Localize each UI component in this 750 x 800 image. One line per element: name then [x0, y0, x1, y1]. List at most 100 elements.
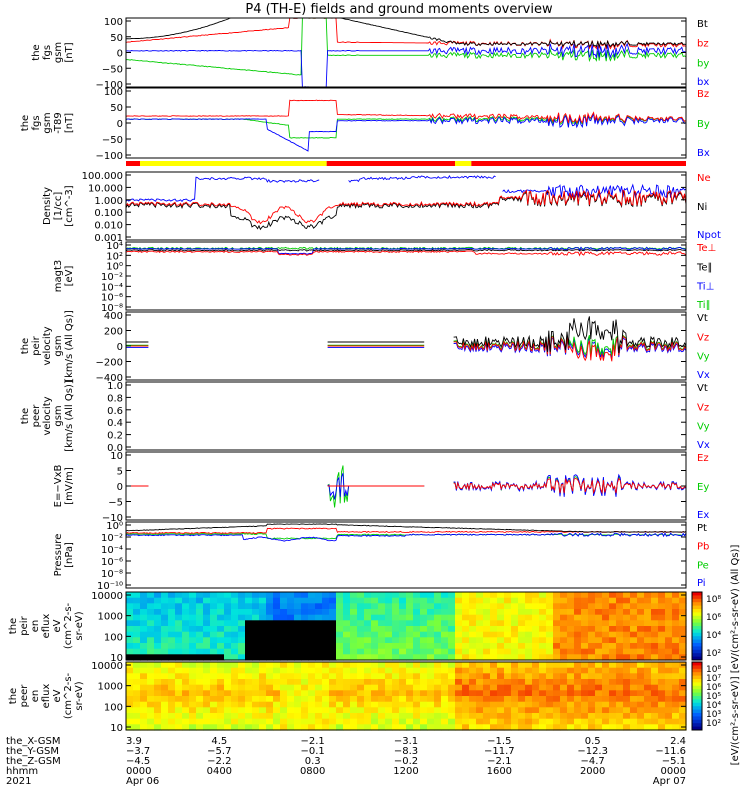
heatmap-cell	[539, 603, 547, 610]
heatmap-cell	[623, 654, 631, 661]
heatmap-cell	[140, 597, 148, 604]
heatmap-cell	[350, 718, 358, 725]
heatmap-cell	[168, 592, 176, 599]
heatmap-cell	[427, 620, 435, 627]
heatmap-cell	[448, 643, 456, 650]
heatmap-cell	[329, 707, 337, 714]
heatmap-cell	[175, 637, 183, 644]
heatmap-cell	[679, 637, 687, 644]
heatmap-cell	[378, 690, 386, 697]
heatmap-cell	[280, 673, 288, 680]
heatmap-cell	[567, 654, 575, 661]
heatmap-cell	[469, 631, 477, 638]
legend-item: Pb	[697, 542, 709, 553]
heatmap-cell	[287, 597, 295, 604]
y-tick-label: 0	[117, 119, 123, 130]
heatmap-cell	[210, 701, 218, 708]
heatmap-cell	[210, 713, 218, 720]
heatmap-cell	[294, 631, 302, 638]
heatmap-cell	[546, 679, 554, 686]
heatmap-cell	[350, 713, 358, 720]
heatmap-cell	[679, 603, 687, 610]
heatmap-cell	[441, 690, 449, 697]
series-fgs-gsm-t89-blue	[125, 112, 687, 152]
heatmap-cell	[532, 614, 540, 621]
heatmap-cell	[462, 614, 470, 621]
heatmap-cell	[343, 654, 351, 661]
heatmap-cell	[476, 597, 484, 604]
heatmap-cell	[581, 667, 589, 674]
heatmap-cell	[133, 679, 141, 686]
heatmap-cell	[588, 718, 596, 725]
heatmap-cell	[126, 631, 134, 638]
heatmap-cell	[175, 701, 183, 708]
heatmap-cell	[679, 679, 687, 686]
heatmap-cell	[350, 592, 358, 599]
heatmap-cell	[455, 609, 463, 616]
heatmap-cell	[238, 707, 246, 714]
heatmap-cell	[623, 620, 631, 627]
series-fgs-gsm-t89-red	[125, 99, 687, 124]
y-axis-label-line: Density	[42, 187, 53, 225]
panel-frame	[125, 591, 687, 661]
heatmap-cell	[616, 690, 624, 697]
heatmap-cell	[322, 592, 330, 599]
heatmap-cell	[427, 690, 435, 697]
heatmap-cell	[504, 724, 512, 731]
heatmap-cell	[546, 637, 554, 644]
heatmap-cell	[595, 696, 603, 703]
heatmap-cell	[672, 713, 680, 720]
colorbar-segment	[692, 682, 702, 687]
heatmap-cell	[294, 648, 302, 655]
legend-item: Ez	[697, 453, 709, 464]
heatmap-cell	[378, 643, 386, 650]
heatmap-cell	[504, 701, 512, 708]
heatmap-cell	[322, 718, 330, 725]
heatmap-cell	[126, 637, 134, 644]
heatmap-cell	[301, 673, 309, 680]
heatmap-cell	[252, 643, 260, 650]
x-axis-value: −2.1	[487, 756, 511, 767]
heatmap-cell	[637, 679, 645, 686]
heatmap-cell	[420, 718, 428, 725]
heatmap-cell	[350, 620, 358, 627]
heatmap-cell	[630, 597, 638, 604]
heatmap-cell	[168, 626, 176, 633]
heatmap-cell	[147, 648, 155, 655]
heatmap-cell	[154, 597, 162, 604]
heatmap-cell	[469, 713, 477, 720]
heatmap-cell	[357, 718, 365, 725]
heatmap-cell	[182, 684, 190, 691]
heatmap-cell	[231, 631, 239, 638]
heatmap-cell	[637, 597, 645, 604]
heatmap-cell	[588, 614, 596, 621]
heatmap-cell	[357, 620, 365, 627]
colorbar-label: [eV/(cm²-s-sr-eV)] [eV/(cm²-s-sr-eV) (Al…	[730, 545, 741, 766]
heatmap-cell	[322, 643, 330, 650]
heatmap-cell	[644, 637, 652, 644]
heatmap-cell	[217, 637, 225, 644]
heatmap-cell	[658, 718, 666, 725]
legend-item: bz	[697, 39, 709, 50]
heatmap-cell	[602, 701, 610, 708]
legend-item: Vy	[697, 352, 710, 363]
heatmap-cell	[308, 631, 316, 638]
heatmap-cell	[315, 701, 323, 708]
heatmap-cell	[511, 724, 519, 731]
heatmap-cell	[364, 701, 372, 708]
heatmap-cell	[175, 592, 183, 599]
heatmap-cell	[399, 603, 407, 610]
heatmap-cell	[602, 592, 610, 599]
heatmap-cell	[399, 667, 407, 674]
heatmap-cell	[651, 667, 659, 674]
heatmap-cell	[567, 724, 575, 731]
heatmap-cell	[581, 654, 589, 661]
heatmap-cell	[672, 614, 680, 621]
heatmap-cell	[231, 707, 239, 714]
heatmap-cell	[462, 631, 470, 638]
heatmap-cell	[455, 690, 463, 697]
heatmap-cell	[511, 614, 519, 621]
heatmap-cell	[252, 654, 260, 661]
heatmap-cell	[602, 614, 610, 621]
heatmap-cell	[280, 648, 288, 655]
